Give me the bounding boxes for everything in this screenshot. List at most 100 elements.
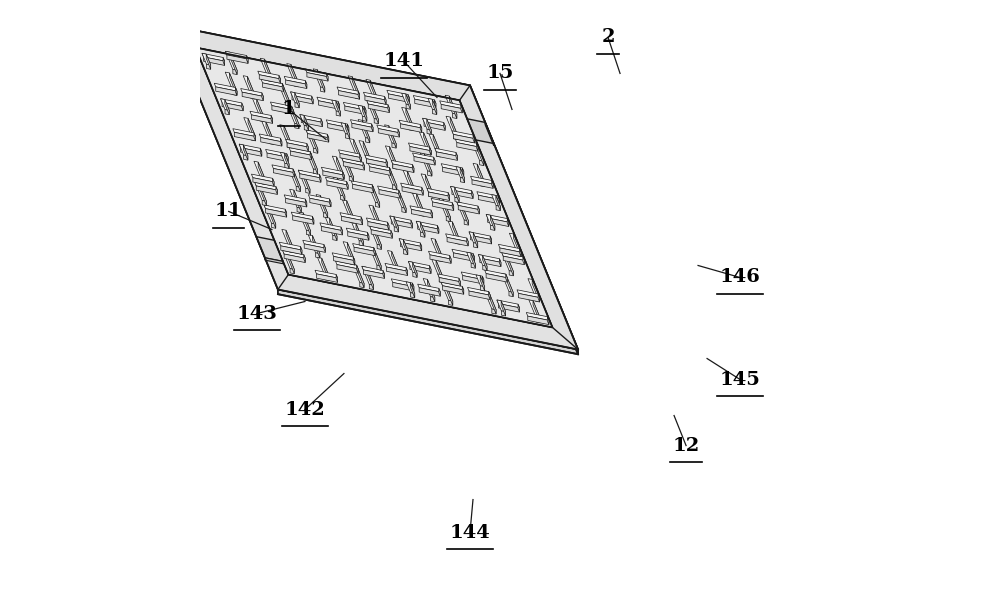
Polygon shape <box>388 105 389 113</box>
Polygon shape <box>370 167 391 175</box>
Polygon shape <box>349 176 353 182</box>
Polygon shape <box>338 90 360 99</box>
Polygon shape <box>293 169 294 177</box>
Polygon shape <box>280 153 289 164</box>
Polygon shape <box>529 300 540 318</box>
Polygon shape <box>477 164 485 187</box>
Polygon shape <box>242 103 243 111</box>
Polygon shape <box>453 134 475 143</box>
Polygon shape <box>361 217 363 225</box>
Polygon shape <box>389 168 391 175</box>
Polygon shape <box>533 300 540 323</box>
Polygon shape <box>336 111 340 116</box>
Polygon shape <box>473 253 475 261</box>
Polygon shape <box>305 69 328 77</box>
Polygon shape <box>300 247 302 254</box>
Polygon shape <box>419 132 431 151</box>
Polygon shape <box>247 55 248 63</box>
Polygon shape <box>321 87 325 92</box>
Polygon shape <box>431 238 443 257</box>
Polygon shape <box>423 118 445 126</box>
Polygon shape <box>276 186 277 194</box>
Polygon shape <box>225 72 237 91</box>
Polygon shape <box>272 106 293 114</box>
Polygon shape <box>408 261 417 273</box>
Polygon shape <box>287 106 299 124</box>
Polygon shape <box>320 223 342 231</box>
Polygon shape <box>283 250 305 258</box>
Polygon shape <box>300 115 308 126</box>
Polygon shape <box>470 86 578 354</box>
Polygon shape <box>262 121 273 140</box>
Polygon shape <box>514 234 521 256</box>
Polygon shape <box>351 181 374 189</box>
Polygon shape <box>406 94 410 109</box>
Polygon shape <box>374 227 381 250</box>
Polygon shape <box>287 63 298 83</box>
Polygon shape <box>306 151 318 170</box>
Polygon shape <box>282 229 293 248</box>
Polygon shape <box>482 276 484 284</box>
Polygon shape <box>315 270 338 278</box>
Polygon shape <box>392 143 396 148</box>
Polygon shape <box>452 249 475 257</box>
Polygon shape <box>393 164 397 169</box>
Polygon shape <box>446 234 468 242</box>
Polygon shape <box>449 96 457 119</box>
Polygon shape <box>292 95 313 104</box>
Polygon shape <box>251 174 274 182</box>
Polygon shape <box>267 153 288 162</box>
Polygon shape <box>457 202 468 221</box>
Polygon shape <box>419 288 440 296</box>
Polygon shape <box>502 253 524 260</box>
Polygon shape <box>461 272 484 280</box>
Text: 141: 141 <box>383 52 424 71</box>
Polygon shape <box>467 119 494 144</box>
Polygon shape <box>439 198 450 217</box>
Polygon shape <box>507 218 509 227</box>
Polygon shape <box>452 222 460 244</box>
Polygon shape <box>433 202 454 210</box>
Polygon shape <box>264 205 276 224</box>
Polygon shape <box>327 134 329 142</box>
Polygon shape <box>463 276 484 284</box>
Polygon shape <box>282 83 290 106</box>
Polygon shape <box>496 206 500 210</box>
Polygon shape <box>402 187 423 195</box>
Polygon shape <box>350 218 354 223</box>
Polygon shape <box>413 273 417 277</box>
Polygon shape <box>402 207 406 213</box>
Polygon shape <box>321 227 342 235</box>
Polygon shape <box>440 101 462 109</box>
Polygon shape <box>353 244 375 251</box>
Polygon shape <box>248 118 255 141</box>
Polygon shape <box>538 294 540 302</box>
Polygon shape <box>291 65 298 87</box>
Polygon shape <box>412 283 414 291</box>
Text: 142: 142 <box>285 400 325 418</box>
Polygon shape <box>385 146 397 165</box>
Polygon shape <box>307 144 308 151</box>
Polygon shape <box>290 268 294 274</box>
Polygon shape <box>394 189 406 209</box>
Polygon shape <box>307 72 328 81</box>
Polygon shape <box>446 116 458 135</box>
Polygon shape <box>348 76 360 95</box>
Polygon shape <box>239 144 248 156</box>
Polygon shape <box>319 174 321 182</box>
Polygon shape <box>310 151 312 160</box>
Polygon shape <box>392 251 399 274</box>
Polygon shape <box>233 128 255 136</box>
Polygon shape <box>376 223 381 229</box>
Polygon shape <box>284 254 305 262</box>
Polygon shape <box>446 216 450 221</box>
Text: 143: 143 <box>236 305 277 323</box>
Polygon shape <box>366 267 374 289</box>
Polygon shape <box>304 115 308 131</box>
Polygon shape <box>260 148 262 156</box>
Polygon shape <box>296 186 300 192</box>
Polygon shape <box>321 167 344 175</box>
Polygon shape <box>428 171 432 176</box>
Polygon shape <box>438 274 460 282</box>
Polygon shape <box>402 107 413 127</box>
